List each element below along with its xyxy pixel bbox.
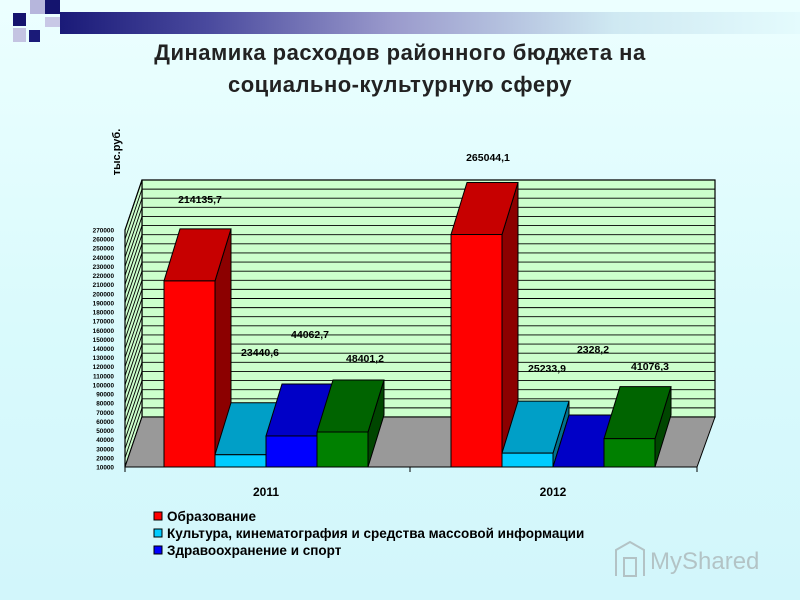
gridline-side <box>124 325 143 376</box>
gridline-side <box>124 261 143 313</box>
gridline-side <box>124 179 143 231</box>
bar-0-1 <box>214 454 267 468</box>
gridline-side <box>124 298 143 349</box>
legend-label: Здравоохранение и спорт <box>167 543 342 558</box>
gridline-side <box>124 289 143 340</box>
data-label: 23440,6 <box>241 347 279 359</box>
gridline-side <box>124 225 143 276</box>
gridline-side <box>124 389 143 440</box>
bar-0-3 <box>316 431 369 468</box>
y-tick-label: 20000 <box>96 455 114 462</box>
decor-square-lavender-1 <box>30 0 45 14</box>
y-tick-label: 130000 <box>93 355 115 362</box>
gridline-side <box>124 252 143 304</box>
gridline-side <box>124 234 143 285</box>
y-tick-label: 200000 <box>93 291 115 298</box>
data-label: 214135,7 <box>178 194 222 206</box>
page-title: Динамика расходов районного бюджета на с… <box>0 37 800 101</box>
y-tick-label: 80000 <box>96 401 114 408</box>
y-tick-label: 190000 <box>93 300 115 307</box>
watermark-logo: MyShared <box>615 540 759 577</box>
bar-0-0 <box>163 280 216 468</box>
y-tick-label: 180000 <box>93 310 115 317</box>
gridline-side <box>124 307 143 358</box>
gridline-side <box>124 343 143 395</box>
gridline-side <box>124 188 143 240</box>
y-tick-label: 160000 <box>93 328 115 335</box>
y-tick-label: 270000 <box>93 228 115 235</box>
gridline-side <box>124 371 143 422</box>
decor-square-lavender-3 <box>45 17 60 27</box>
decor-header-bar <box>60 12 800 34</box>
y-tick-label: 60000 <box>96 419 114 426</box>
gridline-side <box>124 271 143 322</box>
gridline-side <box>124 198 143 249</box>
bar-0-2 <box>265 435 318 468</box>
title-line-2: социально-культурную сферу <box>228 72 572 97</box>
gridline-side <box>124 280 143 331</box>
data-label: 265044,1 <box>466 152 510 164</box>
y-tick-label: 90000 <box>96 392 114 399</box>
y-tick-label: 230000 <box>93 264 115 271</box>
data-label: 48401,2 <box>346 353 384 365</box>
x-tick-label: 2012 <box>540 485 567 499</box>
gridline-side <box>124 407 143 459</box>
decor-square-navy-3 <box>45 0 60 14</box>
y-tick-label: 100000 <box>93 382 115 389</box>
gridline-side <box>124 398 143 449</box>
gridline-side <box>124 216 143 267</box>
legend-label: Образование <box>167 509 256 524</box>
gridline-side <box>124 207 143 258</box>
watermark-house-icon <box>615 540 645 577</box>
gridline-side <box>124 353 143 404</box>
gridline-side <box>124 362 143 413</box>
bar-1-0 <box>450 234 503 468</box>
y-tick-label: 140000 <box>93 346 115 353</box>
y-axis-label: тыс.руб. <box>111 129 123 176</box>
y-tick-label: 240000 <box>93 255 115 262</box>
legend-swatch <box>153 511 163 521</box>
gridline-side <box>124 243 143 294</box>
y-tick-label: 10000 <box>96 465 114 472</box>
data-label: 44062,7 <box>291 329 329 341</box>
decor-square-navy-1 <box>13 13 26 26</box>
legend-swatch <box>153 528 163 538</box>
x-tick-label: 2011 <box>253 485 279 499</box>
y-tick-label: 110000 <box>93 373 114 380</box>
gridline-side <box>124 334 143 386</box>
y-tick-label: 30000 <box>96 446 114 453</box>
gridline-side <box>124 380 143 431</box>
y-tick-label: 260000 <box>93 237 115 244</box>
legend-label: Культура, кинематография и средства масс… <box>167 526 584 541</box>
bar-1-3 <box>603 438 656 468</box>
legend-swatch <box>153 545 163 555</box>
decor-square-lavender-2 <box>13 28 26 42</box>
decor-square-navy-2 <box>29 30 40 42</box>
gridline-side <box>124 316 143 367</box>
y-tick-label: 170000 <box>93 319 115 326</box>
y-tick-label: 150000 <box>93 337 115 344</box>
data-label: 2328,2 <box>577 344 609 356</box>
y-tick-label: 50000 <box>96 428 114 435</box>
y-tick-label: 250000 <box>93 246 115 253</box>
y-tick-label: 210000 <box>93 282 115 289</box>
data-label: 25233,9 <box>528 363 566 375</box>
y-tick-label: 70000 <box>96 410 114 417</box>
data-label: 41076,3 <box>631 361 669 373</box>
y-tick-label: 120000 <box>93 364 115 371</box>
bar-1-1 <box>501 452 554 468</box>
y-tick-label: 220000 <box>93 273 115 280</box>
title-line-1: Динамика расходов районного бюджета на <box>154 40 646 65</box>
watermark-text: MyShared <box>650 548 759 575</box>
y-tick-label: 40000 <box>96 437 114 444</box>
